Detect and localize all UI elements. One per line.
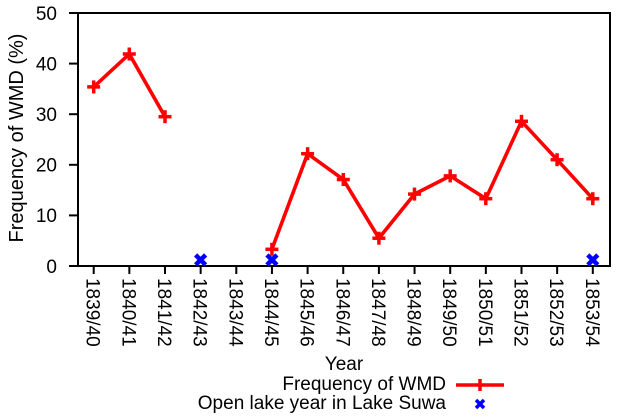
series-line-0: [92, 51, 595, 250]
plus-marker: [443, 169, 457, 183]
x-tick-label: 1845/46: [296, 278, 317, 347]
x-tick-label: 1840/41: [117, 278, 138, 347]
x-tick-label: 1841/42: [153, 278, 174, 347]
plus-marker: [479, 192, 493, 206]
plus-marker: [372, 231, 386, 245]
y-tick-label: 10: [36, 206, 57, 227]
x-tick-label: 1839/40: [82, 278, 103, 347]
legend-entry-frequency-of-wmd: Frequency of WMD: [282, 374, 504, 396]
x-marker: [194, 253, 208, 267]
x-tick-label: 1842/43: [189, 278, 210, 347]
legend-entry-open-lake-year: Open lake year in Lake Suwa: [198, 393, 504, 415]
x-tick-label: 1847/48: [367, 278, 388, 347]
x-axis-label: Year: [324, 354, 364, 375]
y-tick-label: 20: [36, 156, 57, 177]
plus-marker: [336, 173, 350, 186]
plus-marker: [515, 114, 528, 128]
y-axis-label: Frequency of WMD (%): [6, 33, 28, 243]
x-tick-label: 1848/49: [403, 278, 424, 347]
x-tick-label: 1846/47: [331, 278, 352, 347]
x-tick-label: 1843/44: [224, 278, 245, 347]
plus-marker: [122, 47, 136, 61]
x-tick-label: 1849/50: [438, 278, 459, 347]
legend-label: Frequency of WMD: [282, 374, 446, 395]
plot-border: [77, 12, 611, 267]
x-marker: [265, 253, 279, 267]
legend-label: Open lake year in Lake Suwa: [197, 393, 446, 414]
plus-marker: [550, 153, 564, 167]
x-tick-label: 1852/53: [545, 278, 566, 347]
x-marker: [586, 253, 600, 267]
y-tick-label: 50: [36, 4, 57, 25]
plus-marker: [87, 80, 101, 94]
plus-marker: [301, 147, 315, 161]
x-tick-label: 1850/51: [474, 278, 495, 347]
plus-marker: [408, 187, 421, 201]
plus-marker: [586, 192, 600, 206]
legend-x-marker-sample-icon: [474, 398, 486, 410]
y-tick-label: 0: [46, 257, 57, 278]
x-tick-label: 1851/52: [510, 278, 531, 347]
x-tick-label: 1844/45: [260, 278, 281, 347]
x-tick-label: 1853/54: [581, 278, 602, 347]
legend-line-plus-sample-icon: [456, 379, 504, 391]
plus-marker: [158, 110, 172, 124]
y-tick-label: 30: [36, 105, 57, 126]
y-tick-label: 40: [36, 54, 57, 75]
plus-marker: [265, 242, 279, 256]
